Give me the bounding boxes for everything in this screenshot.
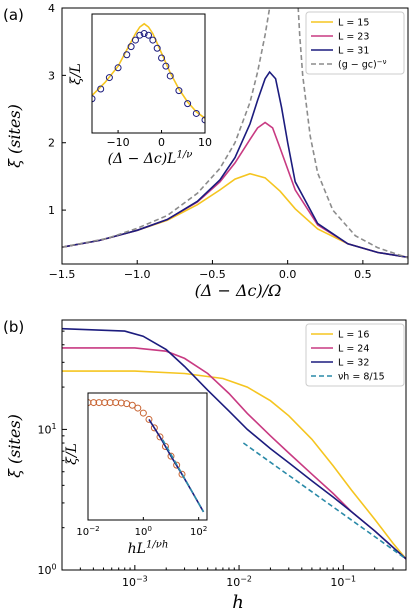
chart-3-series-0-point-8 (128, 401, 136, 409)
legend-label-2: L = 32 (338, 358, 369, 369)
chart-3-series-2-line (162, 439, 205, 513)
chart-1-series-1-point-17 (192, 109, 200, 117)
y-tick-label-b-1: 101 (37, 422, 56, 436)
chart-1-series-1 (92, 30, 205, 124)
panel-label-a: (a) (3, 6, 24, 24)
chart-3-series-0-point-11 (145, 415, 153, 423)
x-tick-label-a-1: −1.0 (124, 268, 151, 281)
x-tick-label-ib-1: 100 (135, 524, 153, 538)
y-axis-label-a: ξ (sites) (5, 104, 24, 168)
chart-1-series-1-point-7 (136, 31, 144, 39)
chart-1-series-1-point-8 (140, 30, 148, 38)
chart-0-legend: L = 15 L = 23 L = 31(g − gc)−ν (305, 11, 405, 75)
legend-label-2: L = 31 (338, 46, 369, 57)
chart-1-series-1-point-0 (92, 95, 96, 103)
x-axis-label-ib: hL1/νh (128, 539, 169, 557)
inset-b-frame (87, 392, 208, 521)
x-tick-label-ia-0: −10 (106, 136, 129, 149)
legend-label-3: νh = 8/15 (338, 372, 385, 383)
x-tick-label-b-1: 10−2 (226, 575, 252, 589)
chart-1-series-0-line (92, 22, 205, 119)
x-tick-label-ib-2: 102 (190, 524, 207, 538)
x-axis-label-b: h (232, 592, 244, 613)
legend-label-0: L = 15 (338, 18, 369, 29)
chart-1-series-1-point-4 (123, 51, 131, 59)
legend-label-3: (g − gc)−ν (338, 58, 387, 71)
y-tick-label-a-1: 2 (48, 137, 55, 150)
x-tick-label-a-4: 0.5 (354, 268, 372, 281)
chart-1-series-1-point-16 (184, 100, 192, 108)
x-tick-label-a-2: −0.5 (199, 268, 226, 281)
chart-3-series-0-point-12 (150, 424, 158, 432)
x-tick-label-b-0: 10−3 (122, 575, 148, 589)
chart-2-legend: L = 16 L = 24 L = 32 νh = 8/15 (305, 323, 405, 387)
legend-label-1: L = 23 (338, 32, 369, 43)
chart-1-series-1-point-13 (162, 62, 170, 70)
y-axis-label-b: ξ (sites) (5, 414, 24, 478)
x-tick-label-ia-2: 10 (198, 136, 212, 149)
chart-3-series-0-point-17 (178, 470, 186, 478)
chart-0-series-3-line (62, 8, 271, 248)
x-axis-label-a: (Δ − Δc)/Ω (195, 281, 282, 300)
chart-1-series-1-point-15 (175, 87, 183, 95)
y-axis-label-ib: ξ/L (64, 443, 80, 465)
panel-a: −1.5 −1.0 −0.5 0.0 0.5 1 2 3 4 (Δ − Δc)/Ω ξ (sites… (3, 2, 409, 300)
chart-3-series-0-point-6 (117, 399, 125, 407)
chart-3-series-0-point-3 (101, 399, 109, 407)
chart-1-series-1-point-10 (149, 36, 157, 44)
x-tick-label-a-0: −1.5 (49, 268, 76, 281)
x-tick-label-b-2: 10−1 (330, 575, 356, 589)
chart-3-series-0-point-10 (139, 409, 147, 417)
chart-2-series-0-line (62, 370, 406, 560)
chart-2-series-2-line (62, 327, 406, 560)
legend-label-1: L = 24 (338, 344, 369, 355)
chart-0-series-0-line (62, 172, 408, 259)
x-axis-label-ia: (Δ − Δc)L1/ν (108, 149, 193, 167)
inset-a-bg (92, 14, 205, 133)
chart-3-series-0-point-1 (90, 399, 98, 407)
chart-2-series-3-line (242, 442, 406, 560)
chart-3-series-0-point-13 (156, 433, 164, 441)
x-tick-label-ia-1: 0 (158, 136, 165, 149)
panel-label-b: (b) (3, 318, 24, 336)
chart-1-series-1-point-6 (131, 36, 139, 44)
chart-0-series-3-line-branch (297, 8, 408, 259)
chart-3-series-0-point-9 (134, 404, 142, 412)
inset-a-frame (91, 13, 206, 134)
y-axis-label-ia: ξ/L (68, 63, 84, 85)
y-tick-label-a-3: 4 (48, 2, 55, 15)
chart-1-series-1-point-2 (105, 74, 113, 82)
y-tick-label-b-0: 100 (37, 563, 56, 577)
legend-box (305, 323, 405, 387)
chart-3-series-0 (88, 399, 186, 478)
chart-1-series-1-point-9 (145, 31, 152, 39)
chart-0-series-2-line (62, 70, 408, 259)
inset-a: −10 0 10 (Δ − Δc)L1/ν ξ/L (68, 13, 212, 167)
x-tick-label-ib-0: 10−2 (76, 524, 99, 538)
chart-1-series-1-point-5 (127, 43, 135, 51)
x-tick-label-a-3: 0.0 (279, 268, 297, 281)
chart-1-series-1-point-18 (201, 116, 205, 124)
inset-b-bg (88, 393, 207, 520)
chart-3-series-0-point-16 (173, 461, 181, 469)
legend-label-0: L = 16 (338, 330, 369, 341)
y-tick-label-a-2: 3 (48, 69, 55, 82)
panel-a-frame (61, 7, 409, 265)
chart-1-series-1-point-3 (114, 64, 122, 72)
y-tick-label-a-0: 1 (48, 204, 55, 217)
chart-1-series-1-point-11 (153, 44, 161, 52)
chart-3-series-0-point-15 (167, 452, 175, 460)
inset-b: 10−2 100 102 hL1/νh ξ/L (64, 392, 208, 557)
chart-1-series-1-point-14 (166, 72, 174, 80)
chart-1-series-1-point-1 (97, 85, 105, 93)
legend-box (305, 11, 405, 75)
chart-1-series-1-point-12 (158, 54, 166, 62)
